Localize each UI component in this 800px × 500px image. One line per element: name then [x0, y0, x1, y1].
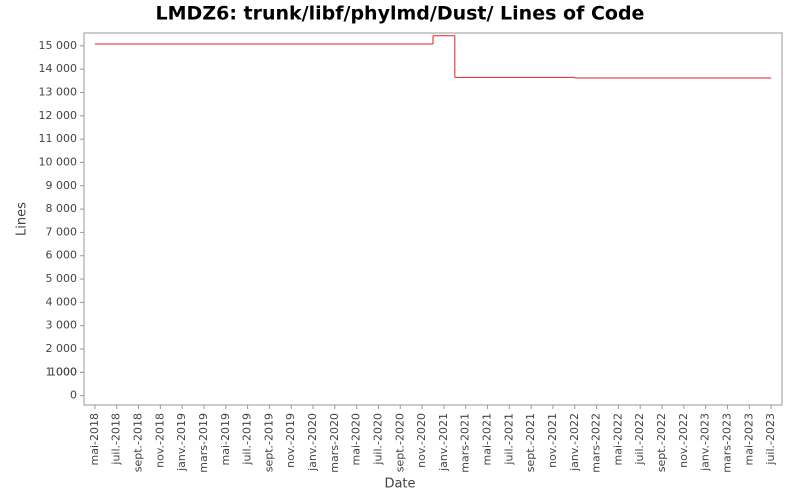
y-tick-label: 3 000 [46, 319, 78, 332]
y-tick-label: 2 000 [46, 342, 78, 355]
x-tick-label: juil.-2020 [371, 413, 384, 466]
x-tick-label: sept.-2020 [393, 413, 406, 472]
y-tick-label: 4 000 [46, 295, 78, 308]
x-tick-label: janv.-2019 [175, 413, 188, 472]
x-axis-title: Date [384, 477, 415, 492]
y-tick-label: 9 000 [46, 179, 78, 192]
y-tick-label: 1000 [49, 365, 77, 378]
x-tick-label: mai-2019 [219, 413, 232, 465]
y-tick-label: 12 000 [39, 109, 78, 122]
x-tick-label: nov.-2022 [677, 413, 690, 468]
x-tick-label: mai-2021 [481, 413, 494, 465]
x-tick-label: janv.-2020 [306, 413, 319, 472]
y-tick-label: 13 000 [39, 85, 78, 98]
x-tick-label: mai-2020 [350, 413, 363, 465]
y-tick-label: 15 000 [39, 39, 78, 52]
x-tick-label: sept.-2018 [132, 413, 145, 472]
x-tick-label: janv.-2022 [568, 413, 581, 472]
x-tick-label: mars-2021 [459, 413, 472, 473]
y-tick-label: 6 000 [46, 249, 78, 262]
y-tick-label: 14 000 [39, 62, 78, 75]
x-tick-label: juil.-2022 [633, 413, 646, 466]
x-tick-label: nov.-2018 [153, 413, 166, 468]
x-tick-label: janv.-2023 [699, 413, 712, 472]
x-tick-label: nov.-2021 [546, 413, 559, 468]
x-tick-label: mars-2020 [328, 413, 341, 473]
chart-title: LMDZ6: trunk/libf/phylmd/Dust/ Lines of … [156, 3, 645, 25]
x-tick-label: mars-2023 [720, 413, 733, 473]
y-axis-title: Lines [15, 202, 30, 236]
x-tick-label: mai-2018 [88, 413, 101, 465]
y-tick-label: 7 000 [46, 225, 78, 238]
x-tick-label: nov.-2020 [415, 413, 428, 468]
y-tick-label: 0 [70, 389, 77, 402]
x-tick-label: juil.-2021 [502, 413, 515, 466]
y-tick-label: 1 000 [46, 365, 78, 378]
x-tick-label: mars-2022 [590, 413, 603, 473]
x-tick-label: mai-2023 [742, 413, 755, 465]
x-tick-label: nov.-2019 [284, 413, 297, 468]
x-tick-label: sept.-2021 [524, 413, 537, 472]
plot-frame [83, 32, 783, 406]
y-tick-label: 10 000 [39, 155, 78, 168]
x-tick-label: juil.-2023 [764, 413, 777, 466]
y-tick-label: 11 000 [39, 132, 78, 145]
x-tick-label: sept.-2022 [655, 413, 668, 472]
x-tick-label: mai-2022 [611, 413, 624, 465]
x-tick-label: janv.-2021 [437, 413, 450, 472]
y-tick-label: 8 000 [46, 202, 78, 215]
x-tick-label: sept.-2019 [262, 413, 275, 472]
x-tick-label: juil.-2019 [241, 413, 254, 466]
y-tick-label: 5 000 [46, 272, 78, 285]
x-tick-label: mars-2019 [197, 413, 210, 473]
x-tick-label: juil.-2018 [110, 413, 123, 466]
